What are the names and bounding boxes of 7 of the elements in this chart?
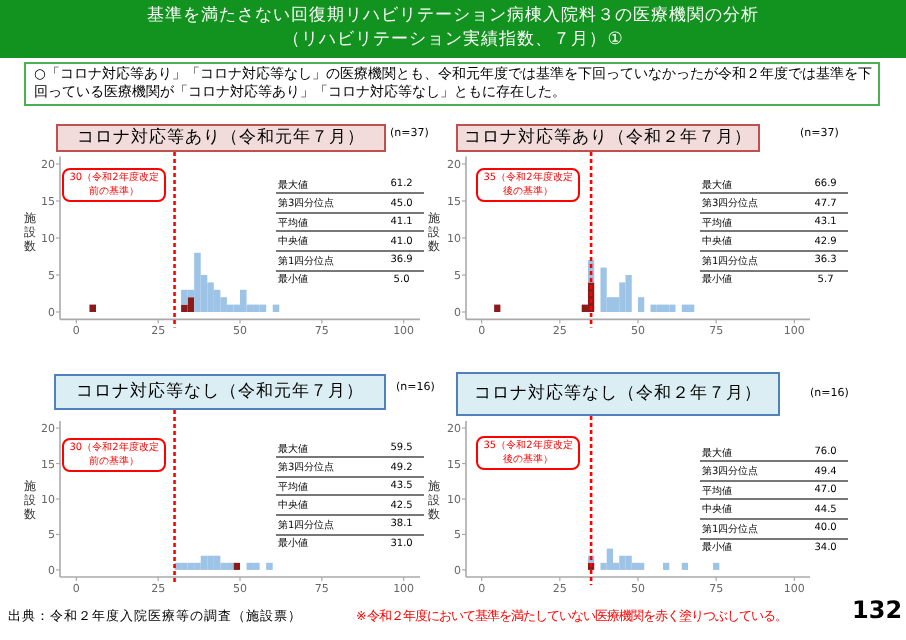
text: （リハビリテーション実績指数、７月）①: [281, 28, 625, 52]
text: 132: [852, 596, 903, 624]
chart-title: コロナ対応等なし（令和元年７月）: [54, 374, 386, 410]
chart-title: コロナ対応等あり（令和元年７月）: [56, 124, 386, 152]
text: 基準を満たさない回復期リハビリテーション病棟入院料３の医療機関の分析: [145, 4, 761, 28]
chart-title: コロナ対応等あり（令和２年７月）: [456, 124, 760, 152]
chart-title: コロナ対応等なし（令和２年７月）: [456, 372, 780, 416]
